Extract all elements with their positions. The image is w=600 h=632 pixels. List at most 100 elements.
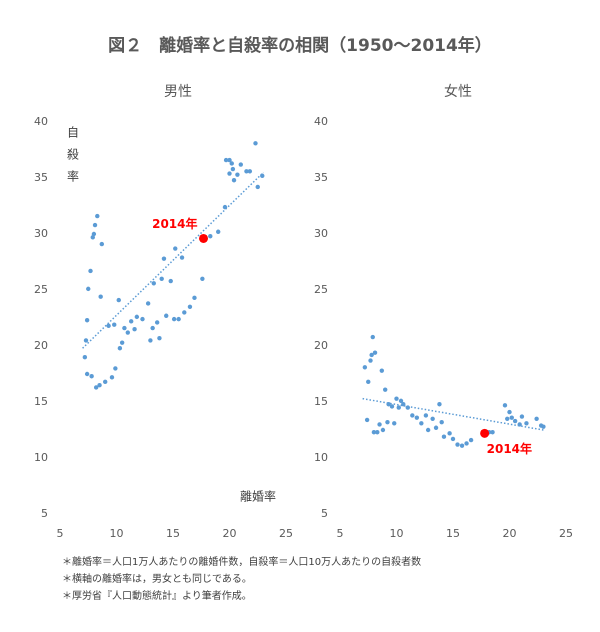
y-tick-label: 25 xyxy=(314,283,328,296)
x-tick-label: 5 xyxy=(337,527,344,540)
point xyxy=(235,172,240,177)
point xyxy=(140,316,145,322)
y-tick-label: 20 xyxy=(34,339,48,352)
x-tick-label: 25 xyxy=(559,527,573,540)
point xyxy=(106,323,111,329)
point xyxy=(372,350,378,355)
point xyxy=(223,157,229,163)
point xyxy=(505,416,510,421)
y-tick-label: 10 xyxy=(314,451,328,464)
point xyxy=(92,222,98,228)
point xyxy=(244,169,249,174)
y-tick-label: 15 xyxy=(34,395,48,408)
point xyxy=(394,396,399,401)
point xyxy=(369,352,374,358)
point xyxy=(176,316,181,322)
point xyxy=(171,316,177,322)
point xyxy=(423,413,429,418)
trendline xyxy=(362,397,544,431)
point xyxy=(389,404,395,409)
point xyxy=(208,234,213,239)
point xyxy=(238,162,243,167)
point xyxy=(91,231,97,237)
point xyxy=(437,402,442,407)
point xyxy=(161,256,167,261)
point xyxy=(227,171,232,176)
point xyxy=(116,297,121,303)
point xyxy=(410,413,415,418)
annotation: 2014年 xyxy=(487,441,532,456)
point xyxy=(368,358,373,363)
y-tick-label: 25 xyxy=(34,283,48,296)
point xyxy=(377,422,382,427)
y-tick-label: 5 xyxy=(321,507,328,520)
point xyxy=(401,402,406,407)
y-tick-label: 5 xyxy=(41,507,48,520)
point xyxy=(447,431,452,436)
point xyxy=(253,141,258,146)
annotation: 2014年 xyxy=(152,216,197,231)
point xyxy=(192,295,197,301)
point xyxy=(200,276,205,281)
y-tick-label: 10 xyxy=(34,451,48,464)
point xyxy=(103,379,108,385)
point xyxy=(173,246,178,251)
point xyxy=(168,278,173,284)
point xyxy=(379,368,385,373)
point xyxy=(362,365,368,370)
point xyxy=(216,229,221,234)
point xyxy=(247,169,253,174)
subplot-title: 男性 xyxy=(164,84,192,100)
x-tick-label: 5 xyxy=(57,527,64,540)
chart-title: 図２ 離婚率と自殺率の相関（1950〜2014年） xyxy=(108,35,492,56)
point xyxy=(179,255,185,260)
point xyxy=(98,294,103,299)
y-tick-label: 35 xyxy=(314,171,328,184)
point xyxy=(125,330,130,335)
point xyxy=(113,366,118,371)
point xyxy=(507,409,512,415)
point xyxy=(157,335,162,341)
x-tick-label: 15 xyxy=(166,527,180,540)
x-tick-label: 20 xyxy=(503,527,517,540)
point xyxy=(93,385,99,390)
point xyxy=(97,383,102,388)
x-axis-label: 離婚率 xyxy=(240,489,276,504)
point xyxy=(375,430,380,435)
point xyxy=(84,371,90,377)
point xyxy=(99,241,105,247)
y-tick-label: 40 xyxy=(314,115,328,128)
point xyxy=(468,437,474,443)
point xyxy=(509,415,514,420)
y-tick-label: 30 xyxy=(34,227,48,240)
point xyxy=(419,421,424,426)
point xyxy=(502,403,508,408)
point xyxy=(90,235,95,240)
point xyxy=(380,427,386,433)
trendline xyxy=(82,171,264,349)
point xyxy=(519,414,525,419)
point xyxy=(396,405,401,410)
point xyxy=(88,268,93,274)
point xyxy=(450,436,456,442)
point xyxy=(159,276,164,281)
point xyxy=(260,173,265,178)
point xyxy=(385,419,390,425)
point xyxy=(151,281,156,286)
point xyxy=(441,434,447,439)
y-tick-label: 15 xyxy=(314,395,328,408)
point xyxy=(119,340,125,345)
point xyxy=(229,161,234,166)
point xyxy=(150,325,155,331)
subplot-title: 女性 xyxy=(444,83,472,100)
y-tick-label: 30 xyxy=(314,227,328,240)
point xyxy=(83,338,89,343)
point xyxy=(398,398,404,404)
point xyxy=(439,419,444,425)
y-tick-label: 40 xyxy=(34,115,48,128)
point xyxy=(464,441,469,446)
point xyxy=(459,443,465,448)
x-tick-label: 10 xyxy=(390,527,404,540)
point xyxy=(414,415,420,420)
point xyxy=(89,374,94,379)
